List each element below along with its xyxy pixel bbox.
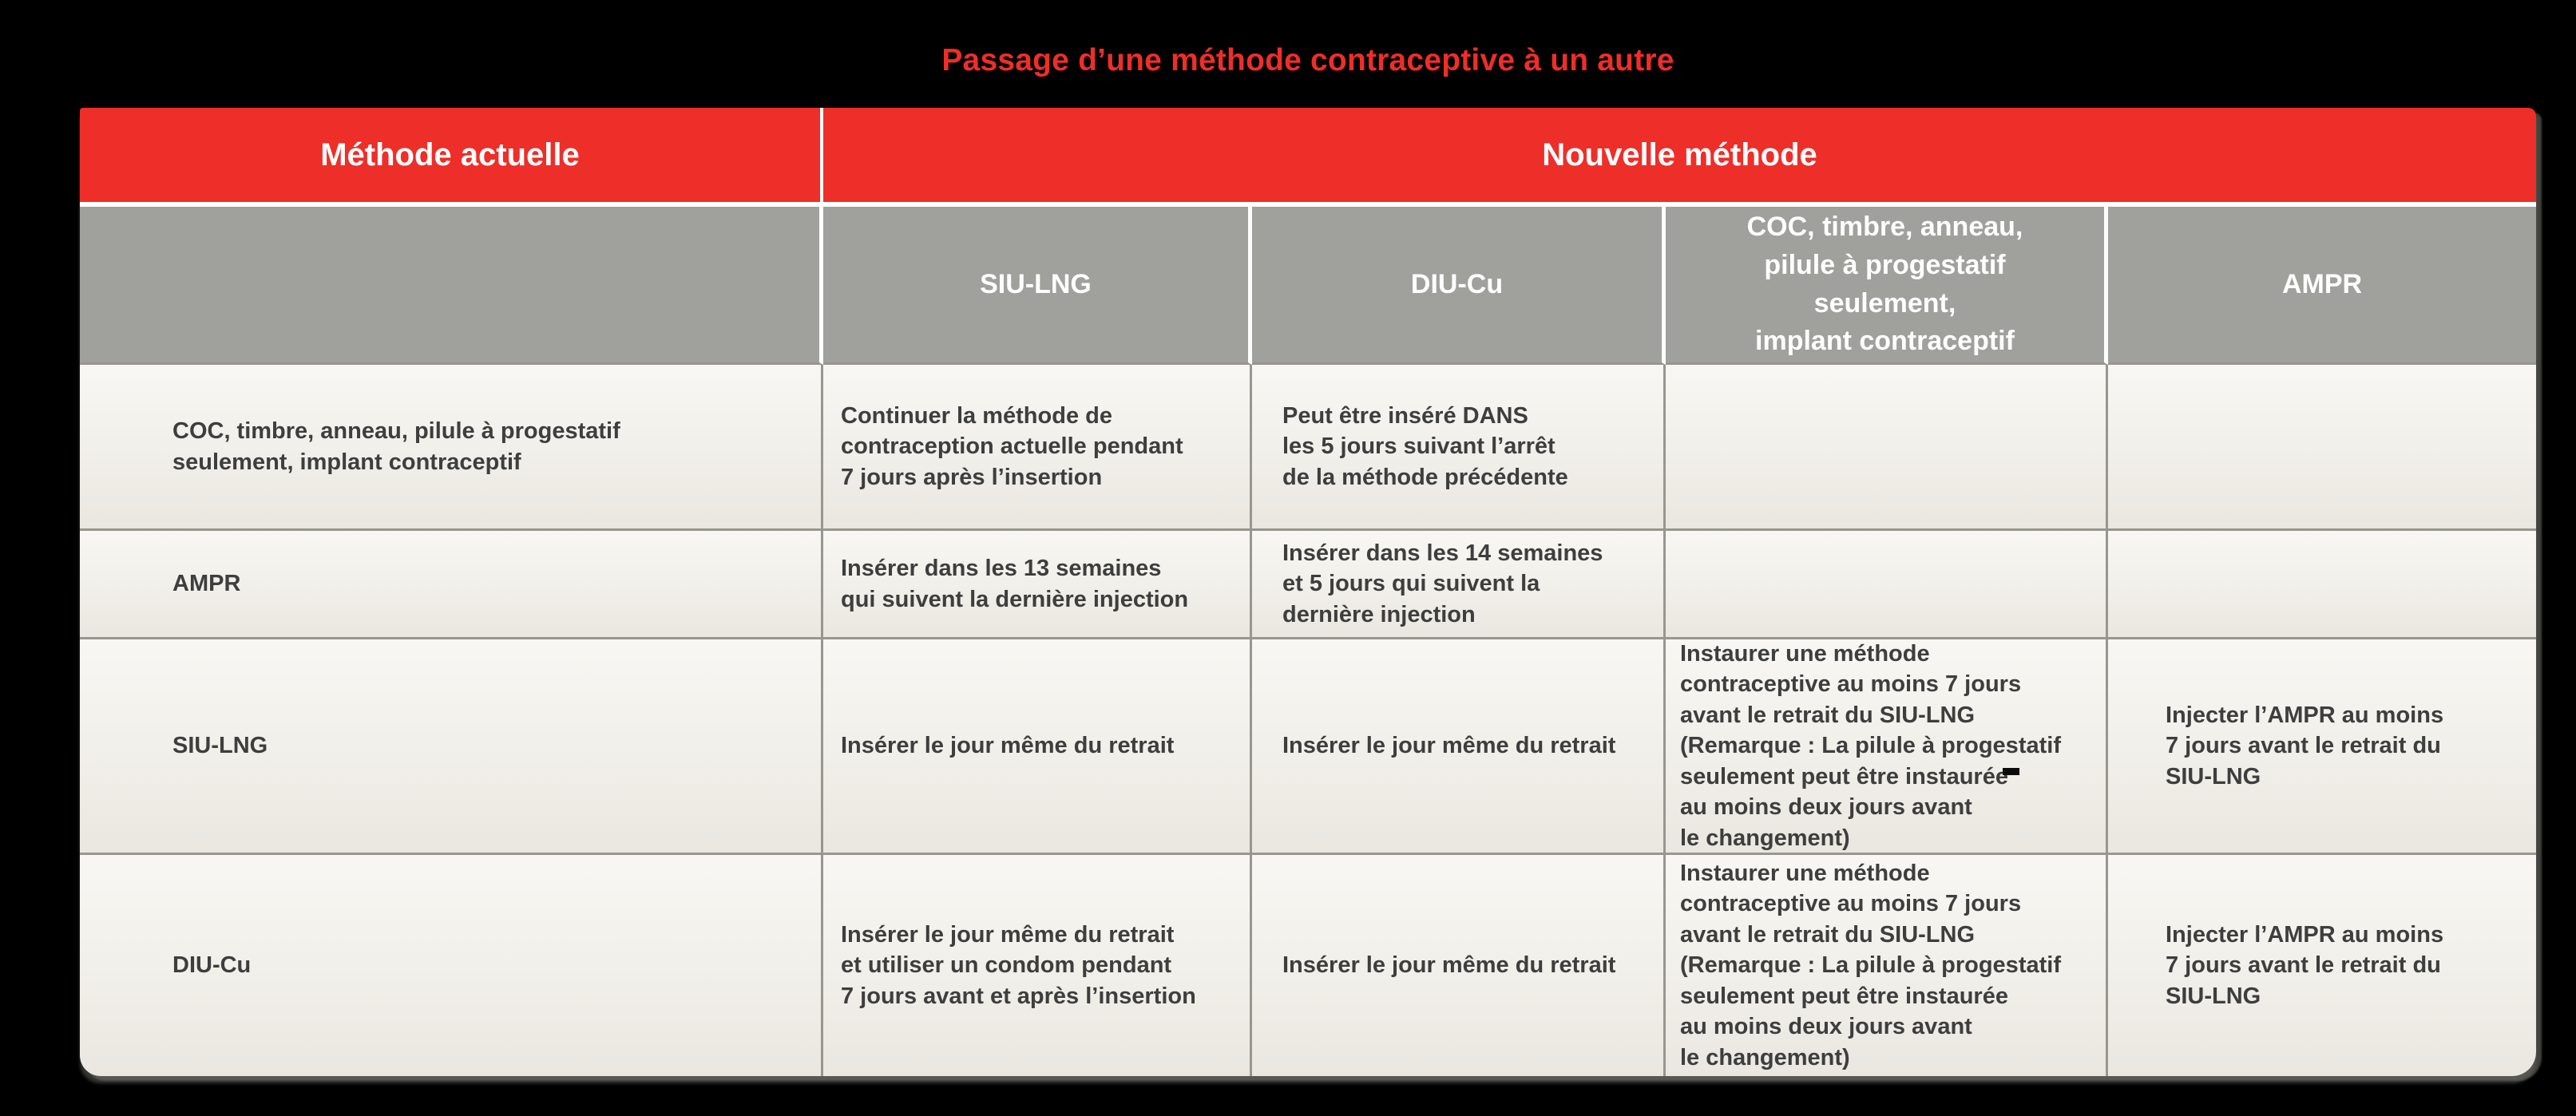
row-label-coc-group: COC, timbre, anneau, pilule à progestati… [80, 365, 823, 531]
column-header-ampr: AMPR [2108, 207, 2536, 365]
cell-coc-to-siu-lng: Continuer la méthode de contraception ac… [823, 365, 1252, 531]
cell-siu-lng-to-ampr: Injecter l’AMPR au moins 7 jours avant l… [2108, 639, 2536, 855]
cell-coc-to-ampr [2108, 365, 2536, 531]
cell-siu-lng-to-siu-lng: Insérer le jour même du retrait [823, 639, 1252, 855]
cell-ampr-to-ampr [2108, 531, 2536, 639]
cell-ampr-to-siu-lng: Insérer dans les 13 semaines qui suivent… [823, 531, 1252, 639]
cell-diu-cu-to-siu-lng: Insérer le jour même du retrait et utili… [823, 855, 1252, 1076]
row-label-diu-cu: DIU-Cu [80, 855, 823, 1076]
cell-siu-lng-to-coc: Instaurer une méthode contraceptive au m… [1666, 639, 2108, 855]
cell-ampr-to-coc [1666, 531, 2108, 639]
row-label-ampr: AMPR [80, 531, 823, 639]
header-spacer-cell [80, 207, 823, 365]
cell-diu-cu-to-diu-cu: Insérer le jour même du retrait [1252, 855, 1666, 1076]
column-header-siu-lng: SIU-LNG [823, 207, 1252, 365]
row-label-siu-lng: SIU-LNG [80, 639, 823, 855]
cell-diu-cu-to-coc: Instaurer une méthode contraceptive au m… [1666, 855, 2108, 1076]
header-new-method: Nouvelle méthode [823, 108, 2536, 207]
page-title: Passage d’une méthode contraceptive à un… [941, 43, 1674, 77]
column-header-diu-cu: DIU-Cu [1252, 207, 1666, 365]
cell-coc-to-diu-cu: Peut être inséré DANS les 5 jours suivan… [1252, 365, 1666, 531]
cell-siu-lng-to-diu-cu: Insérer le jour même du retrait [1252, 639, 1666, 855]
cell-coc-to-coc [1666, 365, 2108, 531]
header-current-method: Méthode actuelle [80, 108, 823, 207]
stray-dash-mark [2003, 768, 2019, 775]
cell-diu-cu-to-ampr: Injecter l’AMPR au moins 7 jours avant l… [2108, 855, 2536, 1076]
column-header-coc-group: COC, timbre, anneau, pilule à progestati… [1666, 207, 2108, 365]
contraception-switch-table: Méthode actuelle Nouvelle méthode SIU-LN… [80, 108, 2536, 1076]
cell-ampr-to-diu-cu: Insérer dans les 14 semaines et 5 jours … [1252, 531, 1666, 639]
